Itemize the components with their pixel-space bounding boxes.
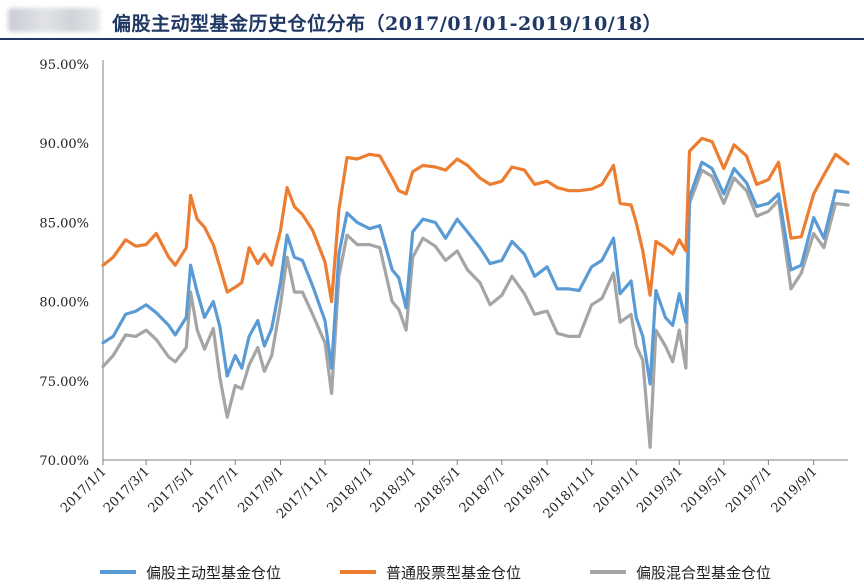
chart-title: 偏股主动型基金历史仓位分布（2017/01/01-2019/10/18）	[112, 13, 663, 35]
x-axis: 2017/1/12017/3/12017/5/12017/7/12017/9/1…	[58, 459, 848, 522]
x-tick-label: 2019/5/1	[679, 464, 731, 516]
y-tick-label: 95.00%	[39, 58, 89, 73]
y-tick-label: 70.00%	[39, 454, 89, 469]
series-lines	[101, 136, 850, 449]
y-tick-label: 80.00%	[39, 296, 89, 311]
x-tick-label: 2018/5/1	[412, 464, 464, 516]
x-tick-label: 2017/1/1	[58, 464, 110, 516]
legend-label-1: 偏股主动型基金仓位	[146, 564, 281, 582]
x-tick-label: 2019/9/1	[769, 464, 821, 516]
y-tick-label: 75.00%	[39, 375, 89, 390]
x-tick-label: 2018/3/1	[368, 464, 420, 516]
x-tick-label: 2017/7/1	[190, 464, 242, 516]
line-chart: 70.00% 75.00% 80.00% 85.00% 90.00% 95.00% 201…	[39, 58, 850, 582]
x-tick-label: 2017/3/1	[101, 464, 153, 516]
series-line-2	[101, 136, 850, 304]
legend-label-3: 偏股混合型基金仓位	[636, 564, 771, 582]
header-divider	[0, 38, 864, 40]
y-axis: 70.00% 75.00% 80.00% 85.00% 90.00% 95.00%	[39, 58, 104, 469]
chart-header: 偏股主动型基金历史仓位分布（2017/01/01-2019/10/18）	[0, 0, 864, 40]
legend-label-2: 普通股票型基金仓位	[386, 564, 521, 582]
y-tick-label: 90.00%	[39, 137, 89, 152]
blurred-logo	[8, 8, 100, 32]
series-line-1	[101, 160, 850, 386]
x-tick-label: 2017/5/1	[146, 464, 198, 516]
series-line-3	[101, 168, 850, 449]
x-tick-label: 2019/3/1	[634, 464, 686, 516]
x-tick-label: 2018/7/1	[457, 464, 509, 516]
x-tick-label: 2019/1/1	[591, 464, 643, 516]
x-tick-label: 2019/7/1	[723, 464, 775, 516]
y-tick-label: 85.00%	[39, 216, 89, 231]
x-tick-label: 2018/1/1	[325, 464, 377, 516]
legend: 偏股主动型基金仓位 普通股票型基金仓位 偏股混合型基金仓位	[100, 564, 771, 582]
